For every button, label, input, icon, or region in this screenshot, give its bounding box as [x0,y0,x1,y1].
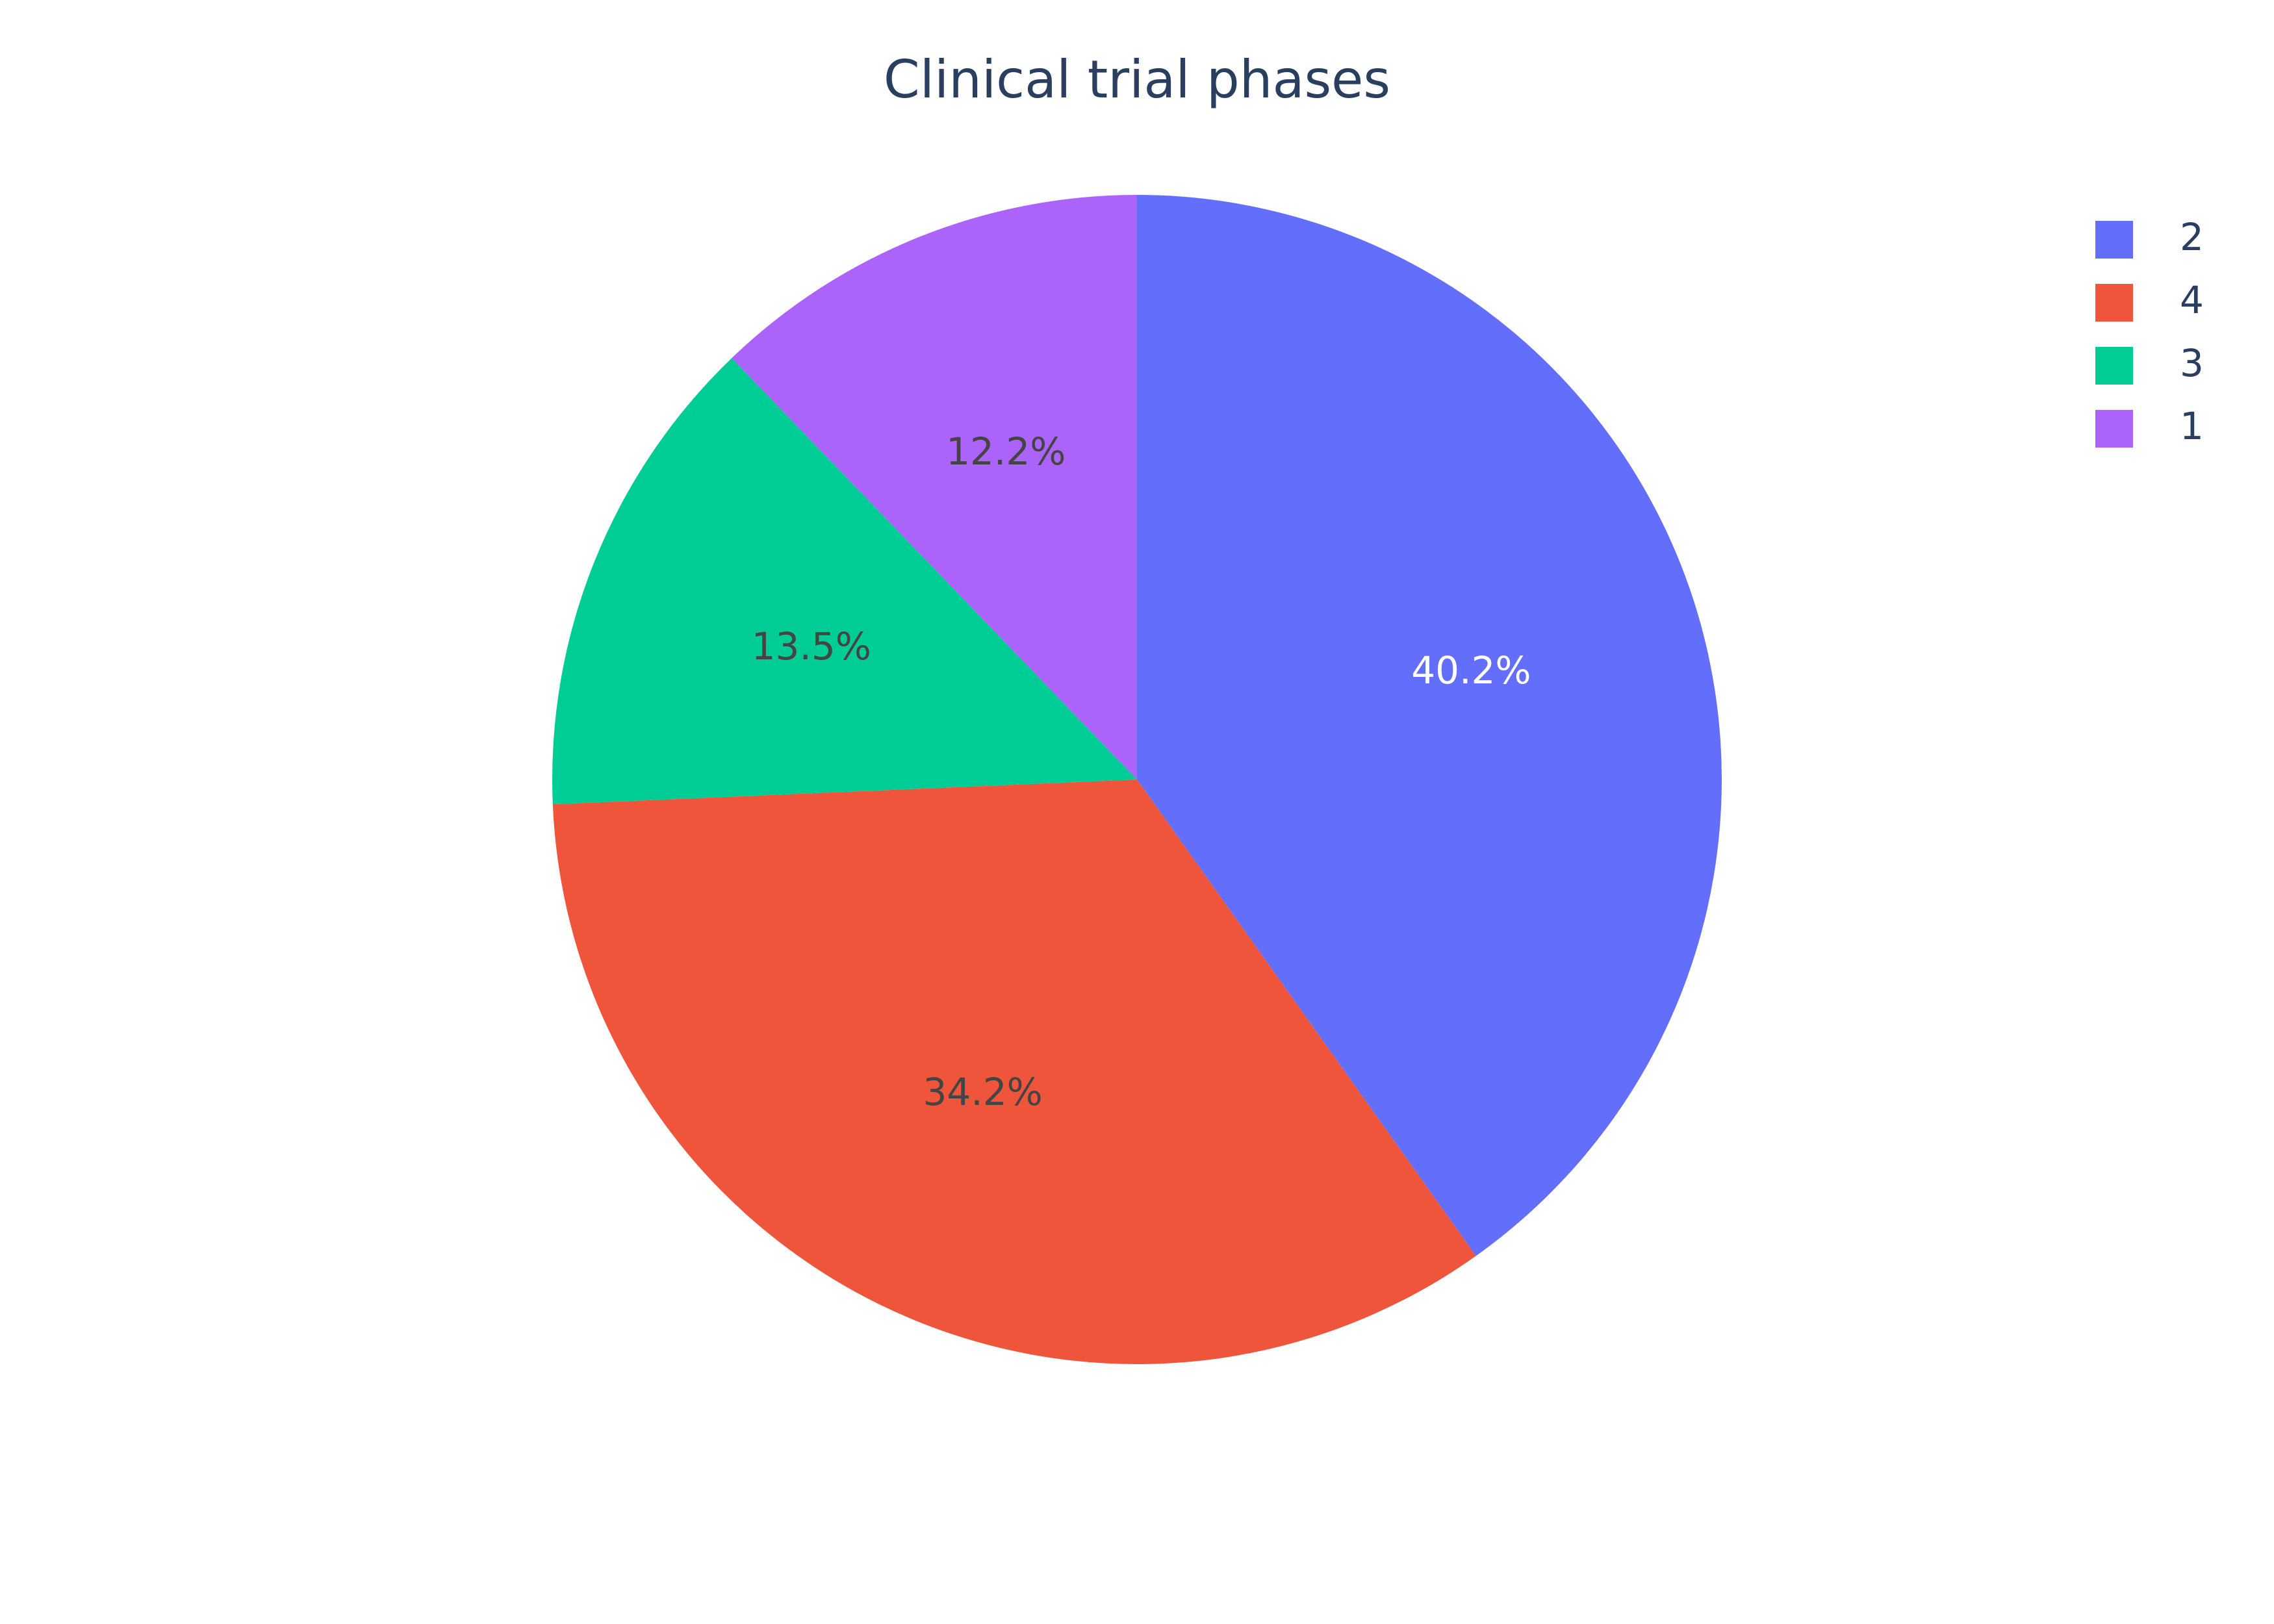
slice-label-4: 34.2% [923,1070,1043,1114]
chart-title: Clinical trial phases [884,49,1390,110]
legend-swatch-2[interactable] [2095,221,2133,259]
slice-label-3: 13.5% [752,624,871,668]
pie-slice-4[interactable] [552,780,1476,1364]
legend-swatch-4[interactable] [2095,284,2133,322]
pie-slice-2[interactable] [1137,195,1722,1256]
slice-label-2: 40.2% [1411,648,1531,692]
pie-slice-3[interactable] [552,358,1137,805]
legend-label-3[interactable]: 3 [2180,341,2204,385]
slice-label-1: 12.2% [946,429,1066,474]
legend-label-4[interactable]: 4 [2180,278,2204,322]
legend-swatch-1[interactable] [2095,410,2133,448]
legend-label-1[interactable]: 1 [2180,404,2204,448]
pie-slices [552,195,1722,1364]
pie-slice-1[interactable] [732,195,1137,780]
legend-swatch-3[interactable] [2095,347,2133,385]
legend: 2 4 3 1 [2095,215,2204,448]
legend-label-2[interactable]: 2 [2180,215,2204,259]
pie-slice-labels: 40.2% 34.2% 13.5% 12.2% [752,429,1531,1114]
